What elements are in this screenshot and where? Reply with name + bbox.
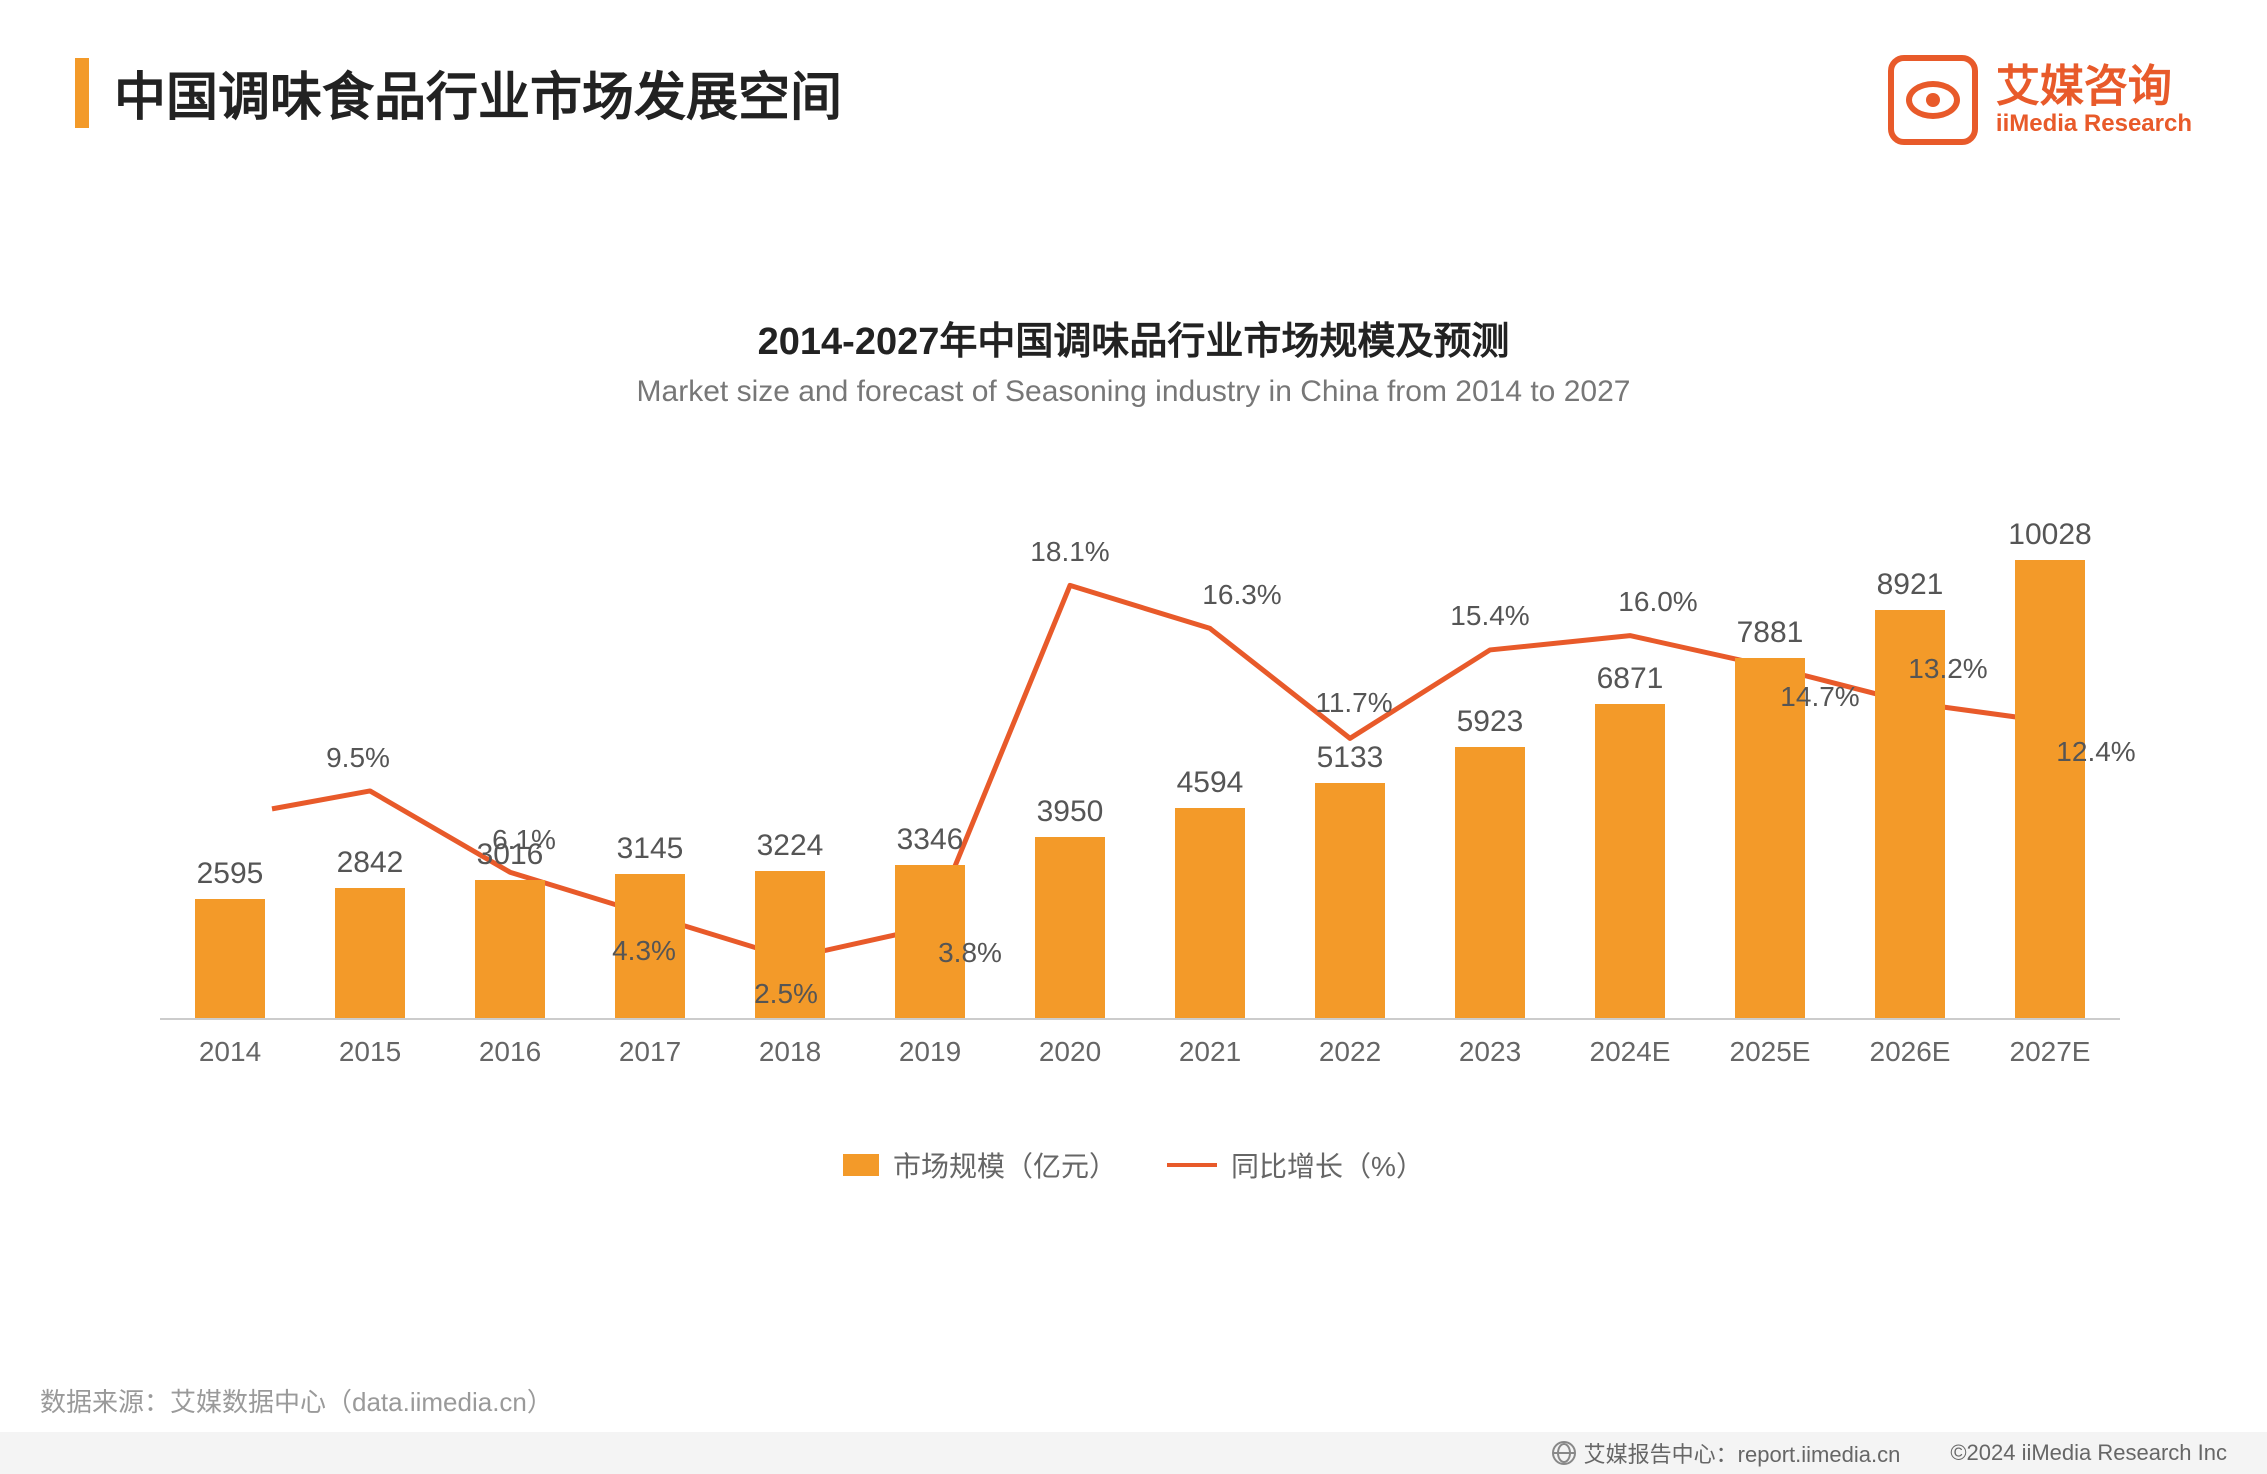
growth-label: 18.1% [1030, 536, 1109, 568]
bar-value-label: 2595 [197, 857, 264, 891]
accent-bar [75, 58, 89, 128]
growth-label: 16.3% [1202, 579, 1281, 611]
growth-label: 14.7% [1780, 681, 1859, 713]
footer: 艾媒报告中心：report.iimedia.cn ©2024 iiMedia R… [0, 1432, 2267, 1474]
x-axis-label: 2018 [759, 1036, 821, 1068]
chart-title-cn: 2014-2027年中国调味品行业市场规模及预测 [0, 310, 2267, 365]
bar-col: 100282027E [2015, 538, 2085, 1018]
bar-col: 39502020 [1035, 538, 1105, 1018]
bar [335, 888, 405, 1018]
x-axis-label: 2020 [1039, 1036, 1101, 1068]
bar [1455, 747, 1525, 1018]
x-axis-label: 2025E [1730, 1036, 1811, 1068]
bar-value-label: 5923 [1457, 705, 1524, 739]
growth-label: 12.4% [2056, 736, 2135, 768]
growth-label: 4.3% [612, 935, 676, 967]
growth-label: 13.2% [1908, 653, 1987, 685]
x-axis-label: 2021 [1179, 1036, 1241, 1068]
bar-value-label: 4594 [1177, 766, 1244, 800]
legend: 市场规模（亿元） 同比增长（%） [0, 1145, 2267, 1185]
bar-value-label: 5133 [1317, 741, 1384, 775]
page: 中国调味食品行业市场发展空间 艾媒咨询 iiMedia Research 201… [0, 0, 2267, 1474]
legend-line-label: 同比增长（%） [1231, 1145, 1424, 1185]
bar [1035, 837, 1105, 1018]
bar-col: 89212026E [1875, 538, 1945, 1018]
chart-titles: 2014-2027年中国调味品行业市场规模及预测 Market size and… [0, 310, 2267, 409]
x-axis-label: 2027E [2010, 1036, 2091, 1068]
x-axis-label: 2026E [1870, 1036, 1951, 1068]
bar-value-label: 2842 [337, 846, 404, 880]
x-axis-label: 2024E [1590, 1036, 1671, 1068]
swatch-line-icon [1167, 1163, 1217, 1167]
bar-col: 78812025E [1735, 538, 1805, 1018]
chart-title-en: Market size and forecast of Seasoning in… [0, 375, 2267, 409]
bar-value-label: 3145 [617, 832, 684, 866]
footer-copyright: ©2024 iiMedia Research Inc [1950, 1440, 2227, 1466]
bar-value-label: 6871 [1597, 662, 1664, 696]
footer-report-text: 艾媒报告中心：report.iimedia.cn [1584, 1437, 1901, 1469]
bar-col: 30162016 [475, 538, 545, 1018]
growth-label: 3.8% [938, 937, 1002, 969]
page-title: 中国调味食品行业市场发展空间 [114, 55, 842, 130]
title-block: 中国调味食品行业市场发展空间 [75, 55, 842, 130]
bar [195, 899, 265, 1018]
bar-value-label: 8921 [1877, 568, 1944, 602]
x-axis-label: 2022 [1319, 1036, 1381, 1068]
bar-col: 28422015 [335, 538, 405, 1018]
footer-report: 艾媒报告中心：report.iimedia.cn [1552, 1437, 1901, 1469]
growth-label: 6.1% [492, 824, 556, 856]
growth-label: 11.7% [1315, 687, 1392, 719]
legend-bar-label: 市场规模（亿元） [893, 1145, 1117, 1185]
plot: 2595201428422015301620163145201732242018… [160, 540, 2120, 1020]
growth-label: 9.5% [326, 742, 390, 774]
bar [1595, 704, 1665, 1018]
bar-value-label: 3346 [897, 823, 964, 857]
legend-bar: 市场规模（亿元） [843, 1145, 1117, 1185]
logo-text: 艾媒咨询 iiMedia Research [1996, 63, 2192, 138]
bar [2015, 560, 2085, 1018]
bar-value-label: 7881 [1737, 616, 1804, 650]
x-axis-label: 2016 [479, 1036, 541, 1068]
bar [1175, 808, 1245, 1018]
x-axis-label: 2023 [1459, 1036, 1521, 1068]
chart-area: 2595201428422015301620163145201732242018… [160, 460, 2120, 1080]
bar-value-label: 3950 [1037, 795, 1104, 829]
x-axis-label: 2015 [339, 1036, 401, 1068]
growth-label: 16.0% [1618, 586, 1697, 618]
logo-cn: 艾媒咨询 [1996, 63, 2192, 111]
bar [1315, 783, 1385, 1018]
growth-label: 2.5% [754, 978, 818, 1010]
x-axis-label: 2014 [199, 1036, 261, 1068]
globe-icon [1552, 1441, 1576, 1465]
bar-col: 25952014 [195, 538, 265, 1018]
bar-col: 32242018 [755, 538, 825, 1018]
logo-en: iiMedia Research [1996, 111, 2192, 137]
bar-value-label: 3224 [757, 829, 824, 863]
source-text: 数据来源：艾媒数据中心（data.iimedia.cn） [40, 1382, 553, 1419]
x-axis-label: 2019 [899, 1036, 961, 1068]
bar-col: 51332022 [1315, 538, 1385, 1018]
logo: 艾媒咨询 iiMedia Research [1888, 55, 2192, 145]
line-svg [160, 540, 2120, 1018]
logo-icon [1888, 55, 1978, 145]
growth-label: 15.4% [1450, 600, 1529, 632]
x-axis-label: 2017 [619, 1036, 681, 1068]
legend-line: 同比增长（%） [1167, 1145, 1424, 1185]
bar [475, 880, 545, 1018]
header: 中国调味食品行业市场发展空间 艾媒咨询 iiMedia Research [75, 55, 2192, 145]
eye-icon [1906, 81, 1960, 119]
swatch-bar-icon [843, 1154, 879, 1176]
bar-value-label: 10028 [2008, 518, 2091, 552]
